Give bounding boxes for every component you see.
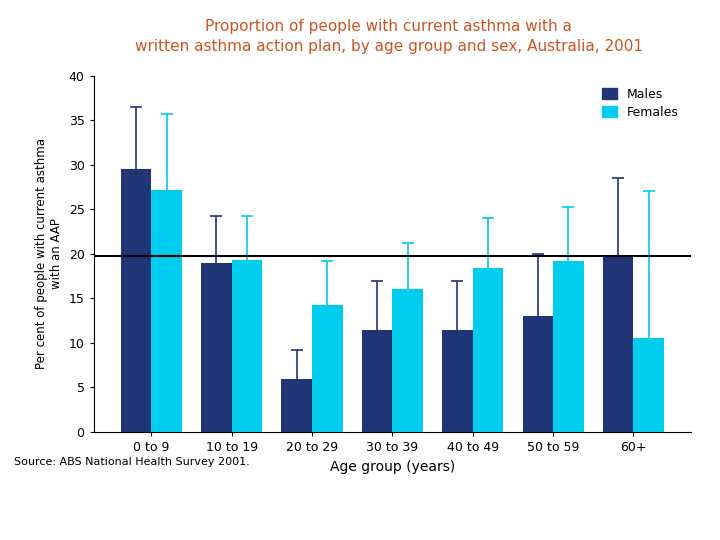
Text: Source: ABS National Health Survey 2001.: Source: ABS National Health Survey 2001. <box>14 457 250 467</box>
Text: Proportion of people with current asthma with a
written asthma action plan, by a: Proportion of people with current asthma… <box>135 19 643 53</box>
Bar <box>553 261 584 432</box>
X-axis label: Age group (years): Age group (years) <box>330 460 455 474</box>
Bar <box>151 190 182 432</box>
Bar <box>121 169 151 432</box>
Bar <box>282 379 312 432</box>
Bar <box>232 260 262 432</box>
Y-axis label: Per cent of people with current asthma
with an AAP: Per cent of people with current asthma w… <box>35 138 63 369</box>
Bar <box>362 329 392 432</box>
Bar <box>201 263 232 432</box>
Bar <box>523 316 553 432</box>
Bar <box>442 329 473 432</box>
Bar <box>473 268 503 432</box>
Bar <box>392 289 423 432</box>
Bar <box>312 306 343 432</box>
Bar <box>634 338 664 432</box>
Bar <box>603 255 634 432</box>
Legend: Males, Females: Males, Females <box>595 82 685 125</box>
